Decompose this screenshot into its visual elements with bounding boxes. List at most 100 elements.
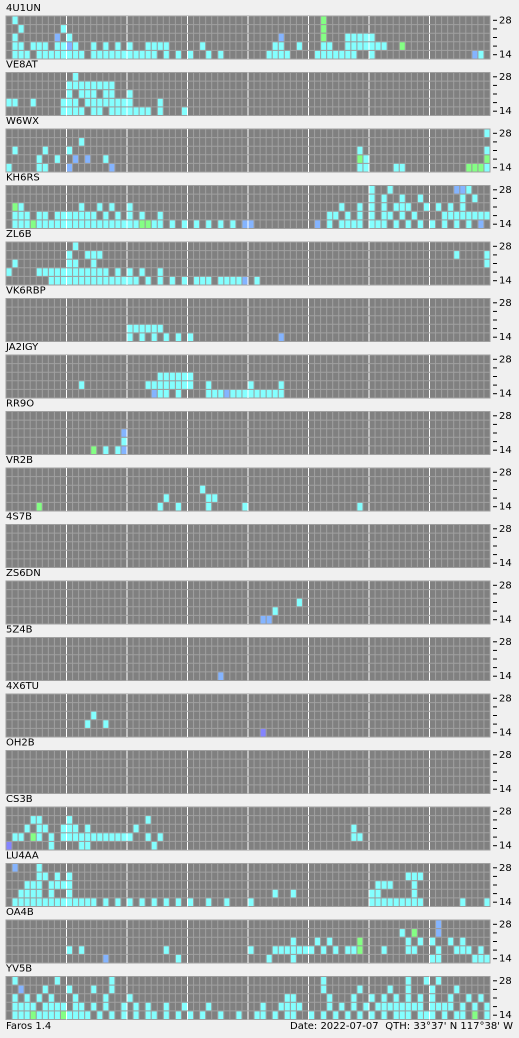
signal-cell: [321, 50, 327, 59]
signal-cell: [67, 220, 73, 228]
signal-cell: [181, 1002, 187, 1011]
signal-cell: [73, 833, 79, 841]
signal-cell: [194, 220, 200, 228]
signal-cell: [175, 333, 181, 341]
signal-cell: [91, 251, 97, 259]
signal-cell: [157, 220, 163, 228]
signal-cell: [284, 994, 290, 1002]
signal-cell: [411, 881, 417, 889]
signal-cell: [393, 994, 399, 1002]
signal-cell: [79, 1002, 85, 1011]
signal-cell: [54, 977, 60, 985]
signal-cell: [133, 824, 139, 833]
signal-cell: [339, 1002, 345, 1011]
signal-cell: [97, 81, 103, 90]
signal-cell: [363, 155, 369, 163]
signal-cell: [163, 1002, 169, 1011]
signal-cell: [103, 833, 109, 841]
signal-cell: [478, 954, 484, 963]
signal-cell: [375, 220, 381, 228]
signal-cell: [478, 163, 484, 172]
signal-cell: [91, 446, 97, 454]
signal-cell: [284, 50, 290, 59]
signal-cell: [423, 203, 429, 211]
signal-cell: [242, 389, 248, 398]
signal-cell: [466, 946, 472, 954]
signal-cell: [79, 833, 85, 841]
signal-cell: [393, 1011, 399, 1019]
signal-cell: [85, 220, 91, 228]
signal-cell: [309, 1011, 315, 1019]
signal-cell: [73, 1002, 79, 1011]
signal-cell: [321, 985, 327, 994]
signal-cell: [97, 98, 103, 107]
signal-cell: [36, 816, 42, 824]
signal-cell: [351, 833, 357, 841]
signal-cell: [127, 220, 133, 228]
signal-cell: [67, 1011, 73, 1019]
band-label: 14: [499, 163, 512, 174]
signal-cell: [278, 381, 284, 389]
signal-cell: [103, 42, 109, 50]
signal-cell: [242, 502, 248, 511]
signal-cell: [73, 81, 79, 90]
signal-cell: [73, 898, 79, 906]
signal-cell: [345, 33, 351, 42]
signal-cell: [24, 1011, 30, 1019]
signal-cell: [254, 1011, 260, 1019]
signal-cell: [67, 946, 73, 954]
signal-cell: [278, 946, 284, 954]
signal-cell: [436, 920, 442, 929]
signal-cell: [67, 898, 73, 906]
signal-cell: [109, 90, 115, 98]
signal-cell: [230, 276, 236, 285]
signal-cell: [60, 881, 66, 889]
signal-cell: [109, 977, 115, 985]
signal-cell: [85, 98, 91, 107]
signal-cell: [85, 276, 91, 285]
signal-cell: [357, 42, 363, 50]
signal-cell: [327, 994, 333, 1002]
signal-cell: [387, 898, 393, 906]
qth: QTH: 33°37' N 117°38' W: [385, 1021, 513, 1032]
signal-cell: [405, 994, 411, 1002]
signal-cell: [97, 833, 103, 841]
signal-cell: [436, 946, 442, 954]
band-label: 14: [499, 502, 512, 513]
signal-cell: [157, 389, 163, 398]
signal-cell: [36, 833, 42, 841]
signal-cell: [411, 946, 417, 954]
signal-cell: [12, 98, 18, 107]
signal-cell: [175, 898, 181, 906]
signal-cell: [36, 50, 42, 59]
signal-cell: [109, 203, 115, 211]
signal-cell: [260, 389, 266, 398]
signal-cell: [145, 42, 151, 50]
signal-cell: [484, 163, 490, 172]
signal-cell: [12, 50, 18, 59]
signal-cell: [405, 977, 411, 985]
signal-cell: [12, 211, 18, 220]
station-name: YV5B: [5, 964, 32, 975]
signal-cell: [357, 163, 363, 172]
signal-cell: [79, 203, 85, 211]
signal-cell: [48, 898, 54, 906]
signal-cell: [60, 220, 66, 228]
signal-cell: [127, 42, 133, 50]
signal-cell: [30, 881, 36, 889]
signal-cell: [321, 25, 327, 33]
signal-cell: [67, 259, 73, 268]
signal-cell: [381, 994, 387, 1002]
signal-cell: [399, 211, 405, 220]
signal-cell: [212, 494, 218, 502]
signal-cell: [472, 1002, 478, 1011]
signal-cell: [405, 220, 411, 228]
signal-cell: [18, 42, 24, 50]
signal-cell: [24, 220, 30, 228]
signal-cell: [42, 50, 48, 59]
signal-cell: [145, 1011, 151, 1019]
station-name: RR9O: [6, 399, 34, 410]
signal-cell: [266, 389, 272, 398]
signal-cell: [42, 220, 48, 228]
